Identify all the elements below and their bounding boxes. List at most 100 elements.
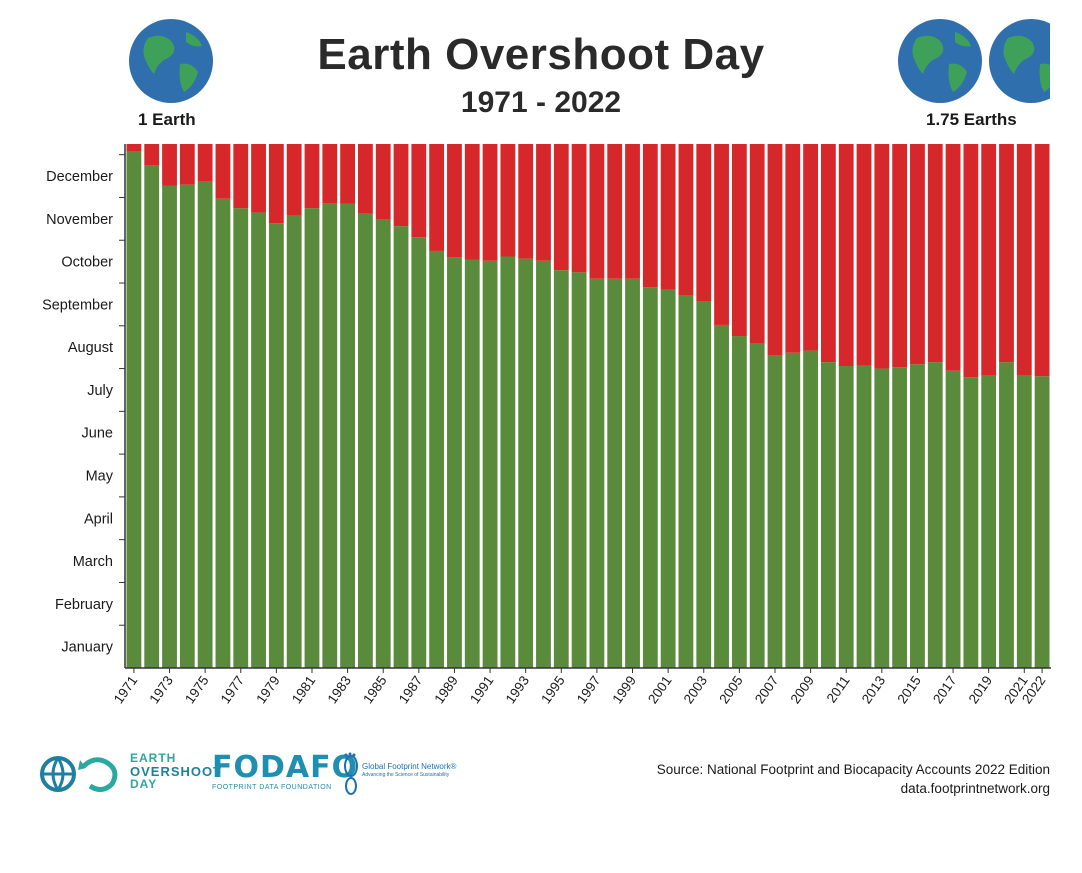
bar-green-1978 — [251, 212, 266, 668]
x-tick-label-2003: 2003 — [681, 673, 711, 706]
earth-overshoot-day-logo — [40, 756, 118, 792]
bar-red-2005 — [731, 144, 747, 337]
fodafo-logo: FODAFO — [212, 750, 359, 785]
bar-red-2008 — [785, 144, 801, 353]
bar-red-1995 — [553, 144, 569, 271]
x-tick-label-1977: 1977 — [218, 673, 248, 706]
x-tick-label-1991: 1991 — [467, 673, 497, 706]
x-tick-label-2013: 2013 — [859, 673, 889, 706]
bar-green-1972 — [144, 165, 160, 668]
globe-icon — [129, 19, 213, 103]
x-tick-label-1995: 1995 — [538, 673, 568, 706]
bar-green-1975 — [197, 181, 213, 668]
x-tick-label-2019: 2019 — [966, 673, 996, 706]
bar-red-1972 — [144, 144, 160, 166]
source-line: Source: National Footprint and Biocapaci… — [656, 762, 1050, 777]
y-tick-label-december: December — [46, 169, 113, 185]
bar-green-1987 — [411, 237, 427, 668]
bar-green-2007 — [767, 355, 783, 668]
earths-label: 1.75 Earths — [926, 110, 1017, 129]
x-tick-label-1983: 1983 — [325, 673, 355, 706]
bar-red-1986 — [393, 144, 409, 227]
y-tick-label-may: May — [86, 469, 114, 485]
bar-red-2017 — [945, 144, 961, 371]
bar-green-2005 — [731, 336, 747, 668]
bar-green-1995 — [553, 270, 569, 668]
bar-green-2021 — [1016, 374, 1032, 668]
bar-red-1985 — [375, 144, 391, 220]
bar-green-2008 — [785, 352, 801, 668]
bar-green-2001 — [660, 289, 676, 668]
x-tick-label-1971: 1971 — [111, 673, 141, 706]
y-tick-label-july: July — [87, 383, 114, 399]
bar-green-2003 — [696, 301, 712, 668]
y-tick-label-march: March — [73, 554, 113, 570]
x-tick-label-2009: 2009 — [788, 673, 818, 706]
bar-green-1973 — [162, 185, 177, 669]
bar-green-1980 — [286, 215, 302, 668]
bar-red-1992 — [500, 144, 516, 257]
bar-red-2002 — [678, 144, 694, 295]
x-tick-label-1987: 1987 — [396, 673, 426, 706]
x-tick-label-2001: 2001 — [645, 673, 675, 706]
bar-red-1989 — [447, 144, 462, 258]
globe-icon — [989, 19, 1050, 103]
bar-green-1976 — [215, 198, 231, 668]
x-tick-label-2005: 2005 — [716, 673, 746, 706]
bar-green-1979 — [268, 223, 284, 668]
globe-icon — [898, 19, 982, 103]
bar-red-1996 — [571, 144, 587, 273]
y-tick-label-june: June — [82, 426, 113, 442]
x-tick-label-1975: 1975 — [182, 673, 212, 706]
bar-red-1981 — [304, 144, 320, 209]
bar-red-1977 — [233, 144, 249, 209]
global-footprint-network-logo — [344, 752, 358, 795]
bar-green-2017 — [945, 370, 961, 668]
bar-green-2016 — [927, 362, 943, 668]
bar-green-1982 — [322, 203, 338, 668]
overshoot-chart: January February March April May June July Augu… — [42, 144, 1051, 706]
bar-green-2002 — [678, 295, 694, 668]
bar-green-1983 — [340, 203, 355, 668]
bar-red-1984 — [358, 144, 373, 214]
x-tick-label-1981: 1981 — [289, 673, 319, 706]
bar-red-1983 — [340, 144, 355, 204]
fodafo-logo-subtitle: FOOTPRINT DATA FOUNDATION — [212, 784, 332, 791]
bar-red-2021 — [1016, 144, 1032, 375]
bar-green-1999 — [625, 278, 640, 668]
bar-red-1978 — [251, 144, 266, 213]
bar-red-2016 — [927, 144, 943, 363]
bar-red-1997 — [589, 144, 605, 279]
bar-red-1973 — [162, 144, 177, 186]
bar-red-1974 — [179, 144, 195, 185]
bar-green-1971 — [126, 151, 142, 668]
global-footprint-network-text: Global Footprint Network® Advancing the … — [362, 762, 457, 778]
bar-red-2020 — [999, 144, 1014, 363]
x-tick-label-2011: 2011 — [824, 673, 853, 705]
bar-green-2004 — [714, 324, 729, 668]
x-tick-label-1973: 1973 — [146, 673, 176, 706]
bar-green-1990 — [464, 259, 480, 668]
bar-red-1994 — [536, 144, 551, 261]
bar-red-1999 — [625, 144, 640, 279]
bar-red-1991 — [482, 144, 498, 261]
y-tick-label-september: September — [42, 297, 113, 313]
bar-green-1997 — [589, 278, 605, 668]
bar-red-1976 — [215, 144, 231, 199]
bar-green-1985 — [375, 219, 391, 668]
bar-red-1982 — [322, 144, 338, 204]
bar-green-2011 — [838, 366, 854, 668]
bar-red-1987 — [411, 144, 427, 238]
bar-red-2015 — [910, 144, 925, 365]
bar-red-2019 — [981, 144, 997, 375]
bar-red-2007 — [767, 144, 783, 356]
bar-green-1993 — [518, 258, 534, 668]
bar-green-2006 — [749, 343, 765, 668]
y-tick-label-april: April — [84, 511, 113, 527]
x-tick-label-1997: 1997 — [574, 673, 604, 706]
y-tick-label-october: October — [61, 255, 113, 271]
y-tick-label-january: January — [61, 640, 113, 656]
bar-green-1974 — [179, 184, 195, 668]
bar-red-2013 — [874, 144, 890, 369]
bar-red-1998 — [607, 144, 623, 279]
